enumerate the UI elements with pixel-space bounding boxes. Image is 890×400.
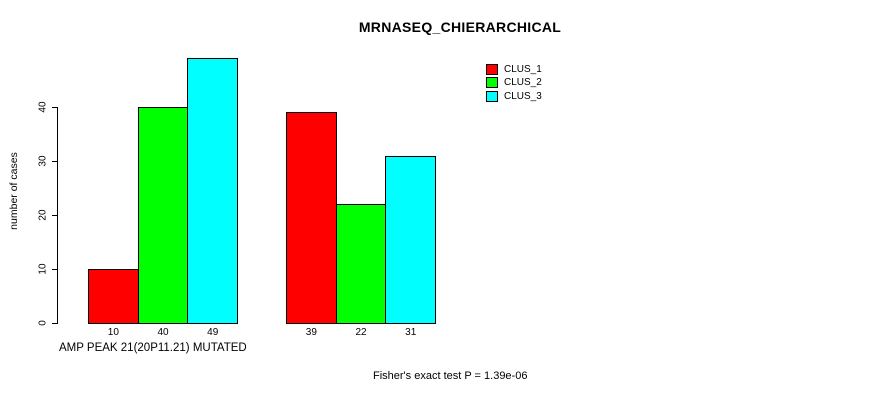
- bar-value-label: 40: [157, 327, 169, 338]
- y-tick-mark: [52, 269, 58, 270]
- legend-swatch-clus_2: [486, 77, 498, 89]
- legend-swatch-clus_3: [486, 90, 498, 102]
- y-tick-mark: [52, 215, 58, 216]
- y-tick-label: 30: [37, 155, 49, 167]
- legend-label: CLUS_1: [504, 64, 542, 76]
- y-tick-label: 10: [37, 263, 49, 275]
- bar-value-label: 10: [107, 327, 119, 338]
- chart-title: MRNASEQ_CHIERARCHICAL: [358, 19, 562, 35]
- y-axis-label: number of cases: [8, 152, 20, 230]
- legend: CLUS_1 CLUS_2 CLUS_3: [486, 63, 542, 103]
- bar-clus_3-group2: [385, 155, 437, 324]
- legend-row-clus_2: CLUS_2: [486, 76, 542, 89]
- bar-value-label: 22: [355, 327, 367, 338]
- y-tick-mark: [52, 107, 58, 108]
- bar-clus_2-group2: [335, 204, 387, 324]
- pvalue-annotation: Fisher's exact test P = 1.39e-06: [373, 370, 528, 382]
- bar-clus_1-group1: [88, 269, 139, 324]
- bar-value-label: 31: [405, 327, 417, 338]
- bar-clus_3-group1: [187, 58, 239, 324]
- legend-row-clus_3: CLUS_3: [486, 90, 542, 103]
- bar-value-label: 49: [207, 327, 219, 338]
- bar-value-label: 39: [305, 327, 317, 338]
- y-tick-mark: [52, 323, 58, 324]
- x-axis-label: AMP PEAK 21(20P11.21) MUTATED: [59, 342, 247, 354]
- legend-row-clus_1: CLUS_1: [486, 63, 542, 76]
- y-tick-label: 0: [37, 320, 49, 326]
- y-tick-label: 40: [37, 101, 49, 113]
- y-tick-mark: [52, 161, 58, 162]
- bar-clus_1-group2: [286, 112, 337, 324]
- legend-label: CLUS_3: [504, 90, 542, 102]
- legend-swatch-clus_1: [486, 64, 498, 76]
- bar-clus_2-group1: [137, 107, 189, 324]
- legend-label: CLUS_2: [504, 77, 542, 89]
- y-tick-label: 20: [37, 209, 49, 221]
